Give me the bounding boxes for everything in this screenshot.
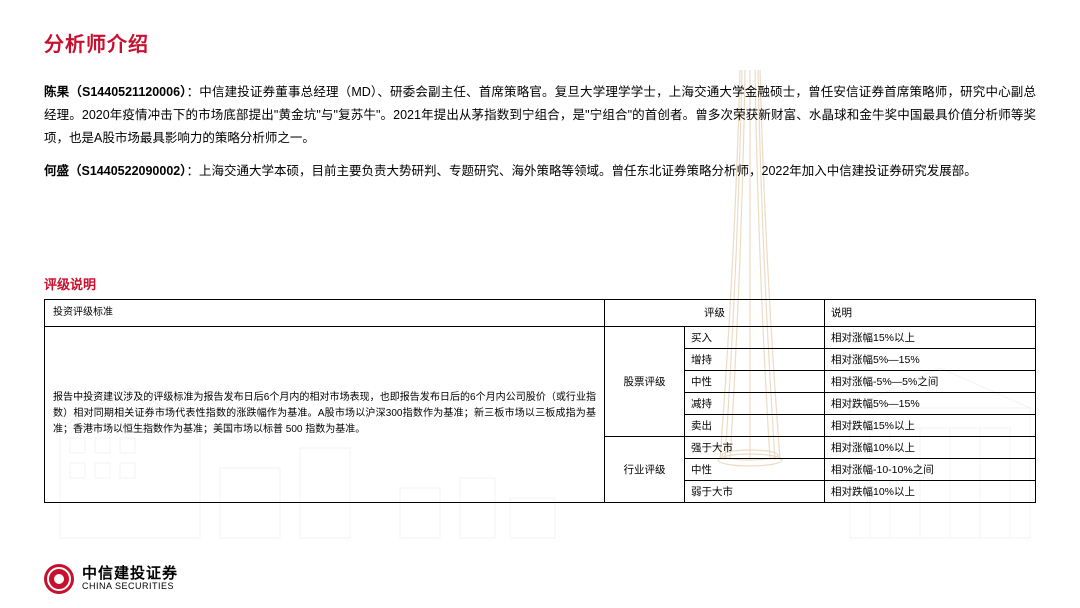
analyst-desc: ：中信建投证券董事总经理（MD）、研委会副主任、首席策略官。复旦大学理学学士，上… [44,85,1036,145]
col-header-desc: 说明 [825,299,1036,326]
col-header-standard: 投资评级标准 [45,299,605,326]
rating-level: 买入 [685,326,825,348]
rating-section-label: 评级说明 [44,274,1036,293]
analyst-entry: 陈果（S1440521120006）：中信建投证券董事总经理（MD）、研委会副主… [44,81,1036,150]
rating-desc: 相对跌幅5%—15% [825,392,1036,414]
col-header-category: 评级 [605,299,825,326]
rating-desc: 相对涨幅-10-10%之间 [825,458,1036,480]
analyst-name: 陈果 [44,85,69,99]
analyst-name: 何盛 [44,164,69,178]
rating-level: 弱于大市 [685,480,825,502]
standard-text: 报告中投资建议涉及的评级标准为报告发布日后6个月内的相对市场表现，也即报告发布日… [45,326,605,502]
rating-level: 强于大市 [685,436,825,458]
page-title: 分析师介绍 [44,28,1036,57]
footer-logo: 中信建投证券 CHINA SECURITIES [44,564,178,594]
analyst-entry: 何盛（S1440522090002）：上海交通大学本硕，目前主要负责大势研判、专… [44,160,1036,183]
rating-level: 卖出 [685,414,825,436]
rating-desc: 相对涨幅15%以上 [825,326,1036,348]
analyst-code: （S1440522090002） [69,164,186,178]
rating-desc: 相对跌幅15%以上 [825,414,1036,436]
rating-desc: 相对跌幅10%以上 [825,480,1036,502]
analyst-code: （S1440521120006） [69,85,186,99]
rating-desc: 相对涨幅10%以上 [825,436,1036,458]
rating-level: 中性 [685,458,825,480]
rating-desc: 相对涨幅-5%—5%之间 [825,370,1036,392]
rating-table: 投资评级标准 评级 说明 报告中投资建议涉及的评级标准为报告发布日后6个月内的相… [44,299,1036,503]
rating-desc: 相对涨幅5%—15% [825,348,1036,370]
category-industry: 行业评级 [605,436,685,502]
table-row: 报告中投资建议涉及的评级标准为报告发布日后6个月内的相对市场表现，也即报告发布日… [45,326,1036,348]
table-header-row: 投资评级标准 评级 说明 [45,299,1036,326]
logo-text-cn: 中信建投证券 [82,566,178,583]
rating-level: 增持 [685,348,825,370]
category-stock: 股票评级 [605,326,685,436]
logo-icon [44,564,74,594]
rating-level: 减持 [685,392,825,414]
analyst-desc: ：上海交通大学本硕，目前主要负责大势研判、专题研究、海外策略等领域。曾任东北证券… [186,164,976,178]
rating-level: 中性 [685,370,825,392]
logo-text-en: CHINA SECURITIES [82,582,178,592]
